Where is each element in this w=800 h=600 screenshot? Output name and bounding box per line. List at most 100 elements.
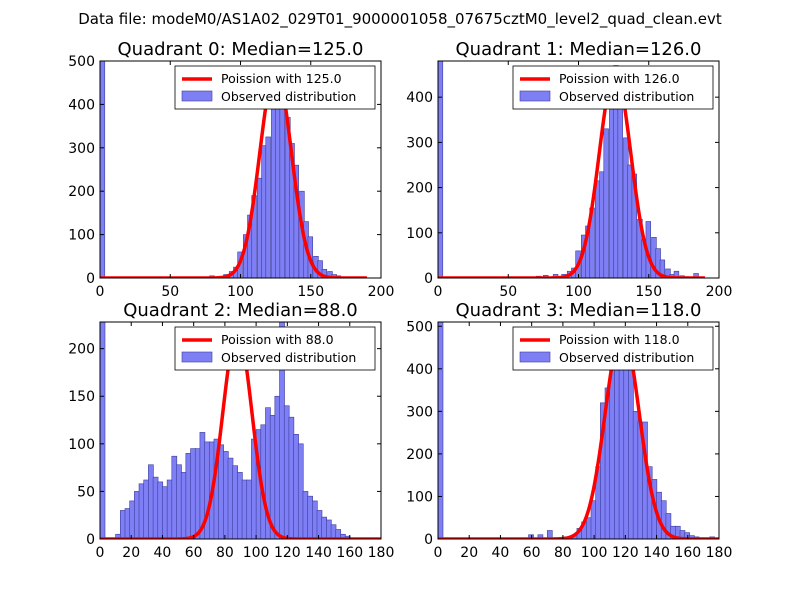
histogram-bar	[623, 359, 630, 539]
subplot-quadrant-2: 0 20 40 60 80 100 120 140 160 180050100150200Quad…	[68, 300, 394, 561]
histogram-bar	[274, 395, 281, 539]
legend-frame	[512, 65, 714, 110]
x-tick-label: 50	[161, 284, 179, 300]
histogram-bar	[100, 322, 106, 539]
x-tick-label: 20	[122, 545, 140, 561]
legend-frame	[174, 326, 376, 371]
histogram-bar	[312, 500, 318, 539]
y-tick-label: 300	[68, 141, 95, 157]
histogram-bar	[293, 164, 299, 278]
y-tick-label: 150	[68, 389, 95, 405]
histogram-bar	[223, 451, 229, 539]
y-tick-label: 100	[406, 489, 433, 505]
histogram-bar	[307, 495, 313, 539]
y-tick-label: 300	[406, 404, 433, 420]
histogram-bar	[302, 491, 309, 539]
x-tick-label: 120	[612, 545, 639, 561]
histogram-bar	[176, 464, 182, 539]
histogram-bar	[100, 61, 106, 278]
histogram-bar	[326, 519, 332, 539]
x-tick-label: 150	[635, 284, 662, 300]
x-tick-label: 150	[297, 284, 324, 300]
histogram-bar	[537, 534, 544, 539]
x-tick-label: 80	[216, 545, 234, 561]
x-tick-label: 100	[565, 284, 592, 300]
histogram-bar	[218, 444, 224, 539]
x-tick-label: 60	[523, 545, 541, 561]
histogram-bar	[166, 479, 173, 539]
histogram-bar	[138, 483, 145, 539]
subplot-title: Quadrant 1: Median=126.0	[456, 39, 702, 60]
histogram-bar	[152, 476, 159, 539]
legend-bar-label: Observed distribution	[221, 89, 356, 104]
histogram-bar	[609, 368, 616, 539]
x-tick-label: 40	[154, 545, 172, 561]
histogram-bar	[246, 479, 253, 539]
plot-area	[100, 322, 381, 539]
subplot-quadrant-1: 0 50 100 150 200 0 100 200 300 400 Quadrant 1: Med…	[406, 39, 732, 300]
x-tick-label: 160	[674, 545, 701, 561]
legend-bar-label: Observed distribution	[221, 350, 356, 365]
y-tick-label: 400	[406, 362, 433, 378]
y-tick-label: 400	[406, 90, 433, 106]
y-tick-label: 50	[77, 484, 95, 500]
histogram-bar	[227, 457, 234, 539]
x-tick-label: 50	[499, 284, 517, 300]
histogram-bar	[134, 491, 140, 539]
histogram-bar	[185, 453, 192, 539]
histogram-bar	[321, 516, 327, 539]
x-tick-label: 180	[706, 545, 733, 561]
histogram-bar	[194, 448, 201, 539]
y-tick-label: 0	[86, 271, 95, 287]
histogram-bar	[129, 500, 135, 539]
histogram-bar	[330, 524, 337, 539]
subplot-title: Quadrant 2: Median=88.0	[123, 300, 358, 321]
histogram-bar	[190, 448, 196, 539]
legend: Poission with 125.0 Observed distribution	[174, 65, 376, 110]
histogram-bar	[265, 136, 271, 278]
histogram-bar	[143, 479, 150, 539]
y-tick-label: 100	[406, 226, 433, 242]
poisson-curve	[438, 70, 706, 278]
legend-bar-swatch	[181, 351, 213, 363]
histogram-bar	[316, 510, 323, 539]
subplot-quadrant-3: 0 20 40 60 80 100 120 140 160 1800100200300400500…	[406, 300, 732, 561]
legend-line-label: Poission with 118.0	[559, 332, 680, 347]
x-tick-label: 100	[581, 545, 608, 561]
histogram-bar	[590, 500, 597, 539]
histogram-bar	[614, 353, 620, 539]
legend-bar-label: Observed distribution	[559, 89, 694, 104]
histogram-bar	[586, 517, 592, 539]
legend-line-label: Poission with 126.0	[559, 71, 680, 86]
histogram-bar	[665, 268, 671, 278]
legend-frame	[512, 326, 714, 371]
histogram-bar	[632, 411, 639, 539]
legend-line-label: Poission with 125.0	[221, 71, 342, 86]
x-tick-label: 120	[274, 545, 301, 561]
legend: Poission with 88.0 Observed distribution	[174, 326, 376, 371]
y-tick-label: 200	[68, 342, 95, 358]
x-tick-label: 0	[434, 284, 443, 300]
y-tick-label: 300	[406, 135, 433, 151]
x-tick-label: 160	[336, 545, 363, 561]
x-tick-label: 0	[96, 284, 105, 300]
histogram-bar	[438, 322, 444, 539]
histogram-bar	[171, 455, 178, 539]
x-tick-label: 40	[492, 545, 510, 561]
subplot-title: Quadrant 3: Median=118.0	[456, 300, 702, 321]
y-tick-label: 200	[68, 184, 95, 200]
histogram-bar	[162, 486, 168, 539]
legend-bar-label: Observed distribution	[559, 350, 694, 365]
subplot-quadrant-0: 0 50 100 150 200 0 100 200 300 400 500 Quadrant 0: …	[68, 39, 394, 300]
x-tick-label: 140	[643, 545, 670, 561]
y-tick-label: 200	[406, 181, 433, 197]
x-tick-label: 20	[460, 545, 478, 561]
y-tick-label: 500	[406, 319, 433, 335]
histogram-bar	[157, 481, 164, 539]
x-tick-label: 200	[706, 284, 733, 300]
plot-area	[438, 61, 706, 278]
histogram-bar	[241, 479, 248, 539]
x-tick-label: 180	[368, 545, 395, 561]
y-tick-label: 0	[86, 532, 95, 548]
